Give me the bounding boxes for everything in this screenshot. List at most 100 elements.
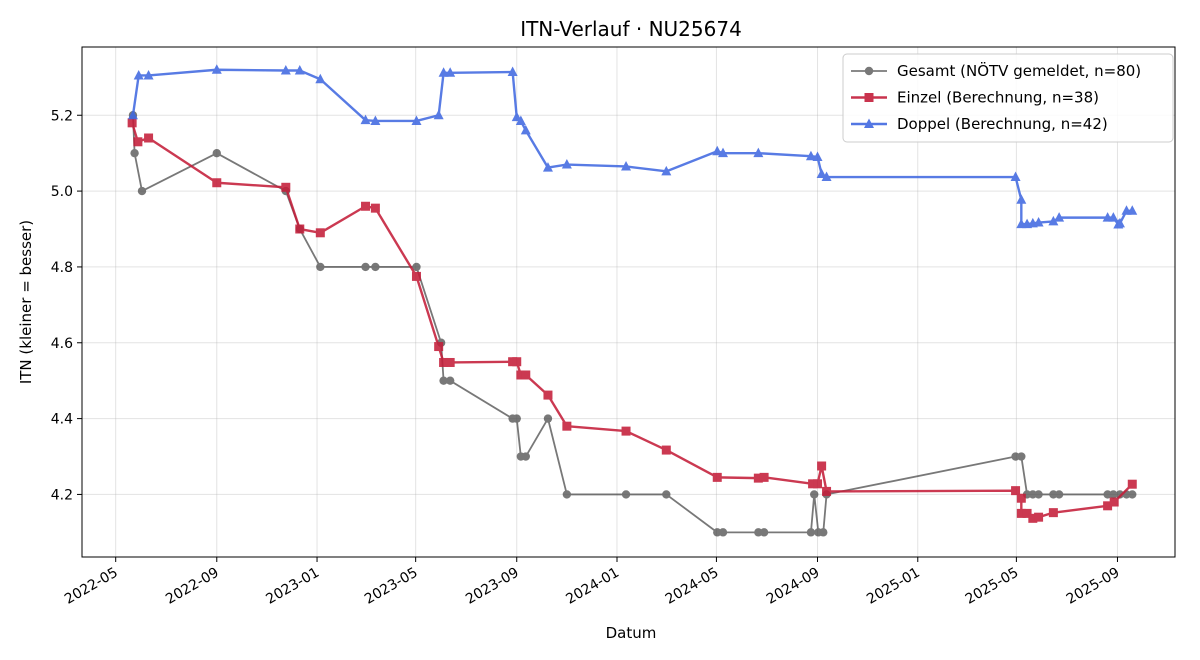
data-point-einzel (281, 182, 291, 192)
legend-marker-einzel (864, 93, 874, 102)
legend-label-einzel: Einzel (Berechnung, n=38) (897, 89, 1099, 107)
data-point-einzel (133, 137, 143, 147)
data-point-doppel (561, 159, 572, 169)
data-point-einzel (295, 224, 305, 234)
data-point-einzel (562, 421, 572, 431)
data-point-gesamt (1103, 490, 1112, 499)
data-point-gesamt (412, 262, 421, 272)
data-point-gesamt (1017, 452, 1026, 461)
data-point-gesamt (1011, 452, 1020, 461)
legend-label-gesamt: Gesamt (NÖTV gemeldet, n=80) (897, 61, 1141, 80)
data-point-doppel (520, 124, 531, 135)
data-point-einzel (661, 445, 671, 455)
data-point-doppel (370, 115, 381, 125)
data-point-gesamt (371, 262, 380, 272)
data-point-gesamt (1109, 490, 1118, 499)
y-tick-label: 4.2 (51, 487, 73, 503)
x-axis-label: Datum (606, 624, 657, 642)
data-point-gesamt (621, 490, 631, 499)
data-point-doppel (753, 147, 764, 158)
data-point-gesamt (562, 490, 572, 499)
data-point-gesamt (1028, 490, 1038, 499)
data-point-einzel (445, 357, 455, 367)
data-point-doppel (1108, 212, 1119, 222)
data-point-doppel (821, 171, 832, 182)
data-point-doppel (1054, 212, 1065, 222)
data-point-gesamt (806, 528, 816, 537)
data-point-doppel (294, 65, 305, 75)
data-point-doppel (433, 109, 444, 120)
data-point-einzel (1127, 479, 1137, 489)
series-einzel (127, 118, 1137, 523)
data-point-doppel (507, 66, 518, 77)
data-point-gesamt (1034, 490, 1043, 499)
data-point-einzel (813, 479, 823, 489)
data-point-gesamt (543, 414, 553, 423)
series-doppel (127, 64, 1138, 229)
data-point-einzel (1028, 513, 1038, 523)
data-point-einzel (315, 228, 325, 238)
legend-entry-einzel (851, 93, 887, 102)
data-point-einzel (543, 390, 553, 400)
data-point-einzel (1048, 508, 1058, 518)
data-point-gesamt (754, 528, 763, 537)
data-point-doppel (816, 168, 827, 179)
data-point-gesamt (718, 528, 728, 537)
data-point-einzel (370, 203, 380, 213)
data-point-gesamt (713, 528, 722, 537)
data-point-einzel (1016, 493, 1026, 503)
data-point-doppel (211, 64, 222, 74)
data-point-einzel (411, 271, 421, 281)
data-point-einzel (712, 472, 722, 482)
legend-entry-doppel (851, 118, 887, 128)
data-point-einzel (1034, 512, 1044, 522)
data-point-einzel (621, 426, 631, 436)
data-point-einzel (1109, 497, 1119, 507)
data-point-gesamt (759, 528, 769, 537)
data-point-doppel (1048, 215, 1059, 226)
data-point-einzel (144, 133, 154, 143)
legend-marker-gesamt (864, 66, 874, 76)
data-point-doppel (542, 162, 553, 172)
data-point-doppel (1114, 217, 1125, 228)
data-point-gesamt (361, 262, 370, 272)
chart-title: ITN-Verlauf · NU25674 (520, 17, 742, 41)
data-point-gesamt (1128, 490, 1137, 499)
data-point-einzel (521, 370, 531, 380)
data-point-einzel (516, 370, 526, 380)
data-point-doppel (143, 69, 154, 80)
y-tick-label: 4.6 (51, 336, 73, 352)
legend-label-doppel: Doppel (Berechnung, n=42) (897, 115, 1108, 133)
legend-box (842, 53, 1174, 143)
data-point-doppel (127, 109, 138, 120)
data-point-gesamt (137, 186, 147, 196)
data-point-einzel (434, 342, 444, 352)
data-point-doppel (621, 160, 632, 171)
data-point-doppel (812, 151, 823, 161)
y-tick-label: 4.4 (51, 412, 73, 428)
data-point-einzel (759, 472, 769, 482)
data-point-doppel (515, 115, 526, 125)
data-point-einzel (361, 201, 371, 211)
y-axis-label: ITN (kleiner = besser) (17, 220, 35, 384)
y-tick-label: 5.0 (51, 184, 73, 200)
data-point-gesamt (521, 452, 530, 461)
data-point-doppel (280, 65, 291, 75)
data-point-einzel (1011, 486, 1021, 496)
series-layer (127, 64, 1138, 537)
data-point-einzel (808, 479, 818, 489)
data-point-doppel (360, 114, 371, 125)
data-point-doppel (445, 67, 456, 77)
data-point-gesamt (212, 148, 221, 158)
data-point-doppel (315, 73, 326, 84)
data-point-einzel (817, 461, 827, 471)
data-point-einzel (1016, 508, 1026, 518)
legend: Gesamt (NÖTV gemeldet, n=80) Einzel (Bere… (842, 53, 1174, 143)
data-point-gesamt (316, 262, 325, 272)
data-point-gesamt (1115, 490, 1125, 499)
data-point-doppel (1010, 171, 1021, 182)
data-point-doppel (712, 145, 723, 156)
data-point-gesamt (662, 490, 671, 499)
data-point-gesamt (130, 148, 139, 158)
